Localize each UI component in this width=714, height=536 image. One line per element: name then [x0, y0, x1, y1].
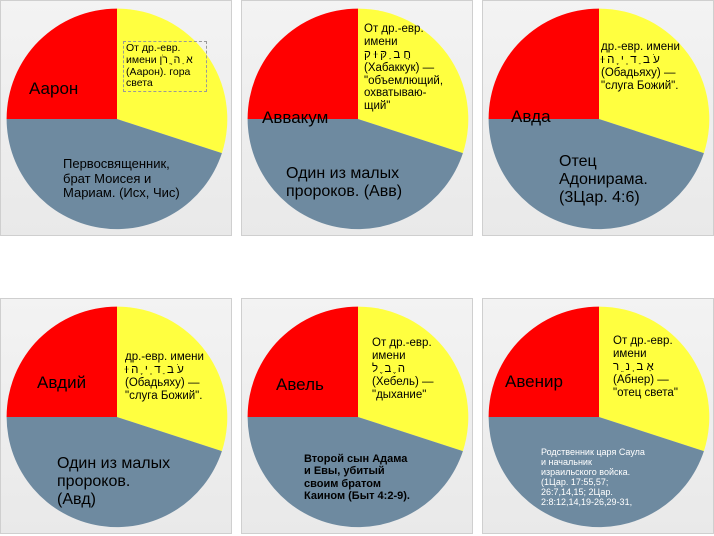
- pie-chart: [6, 8, 228, 230]
- description-text: Первосвященник, брат Моисея и Мариам. (И…: [63, 156, 180, 201]
- etymology-text: др.-евр. имени עֹ ב ַ ד ְ י ָ ה ּוּ (Оба…: [125, 351, 204, 402]
- description-text: Один из малых пророков. (Авд): [57, 455, 171, 508]
- etymology-text: От др.-евр. имени אַ ב ְ נ ֵ ר (Абнер) —…: [613, 335, 678, 399]
- etymology-text: От др.-евр. имени א ַ ה ֲ רֹן (Аарон). г…: [123, 41, 207, 92]
- panel-aaron: Аарон От др.-евр. имени א ַ ה ֲ רֹן (Аар…: [0, 0, 232, 236]
- description-text: Один из малых пророков. (Авв): [286, 165, 403, 200]
- pie-slice-name: [488, 8, 599, 120]
- pie-chart: [488, 306, 710, 528]
- description-text: Второй сын Адама и Евы, убитый своим бра…: [304, 453, 410, 502]
- pie-slice-description: [6, 119, 222, 230]
- person-name: Авдий: [37, 373, 87, 392]
- person-name: Аввакум: [262, 108, 329, 127]
- pie-slice-etymology: [358, 8, 469, 154]
- person-name: Авда: [511, 107, 551, 126]
- pie-slice-description: [247, 119, 463, 230]
- pie-slice-etymology: [599, 8, 710, 154]
- person-name: Авенир: [505, 372, 563, 391]
- pie-chart: [247, 306, 469, 528]
- pie-slice-description: [488, 417, 704, 528]
- etymology-text: От др.-евр. имени ה ֶ ב ֶ ל (Хебель) — "…: [372, 337, 434, 401]
- pie-slice-name: [247, 306, 358, 417]
- panel-avenir: Авенир От др.-евр. имени אַ ב ְ נ ֵ ר (А…: [482, 298, 714, 534]
- panel-avdiy: Авдий др.-евр. имени עֹ ב ַ ד ְ י ָ ה ּו…: [0, 298, 232, 534]
- pie-chart: [488, 8, 710, 230]
- pie-slice-description: [6, 417, 222, 528]
- pie-slice-description: [247, 417, 463, 528]
- person-name: Аарон: [29, 79, 79, 98]
- pie-slice-etymology: [117, 306, 228, 452]
- description-text: Родственник царя Саула и начальник израи…: [541, 447, 645, 508]
- panel-avel: Авель От др.-евр. имени ה ֶ ב ֶ ל (Хебел…: [241, 298, 473, 534]
- pie-chart: [6, 306, 228, 528]
- etymology-text: др.-евр. имени עֹ ב ַ ד ְ י ָ ה ּוּ (Оба…: [601, 41, 680, 92]
- description-text: Отец Адонирама. (3Цар. 4:6): [559, 153, 648, 206]
- etymology-text: От др.-евр. имени חֲ ב ַ קּ ּוּ ק (Хабак…: [364, 23, 444, 113]
- pie-chart: [247, 8, 469, 230]
- pie-slice-name: [6, 306, 118, 417]
- pie-slice-name: [247, 8, 358, 120]
- panel-avda: Авда др.-евр. имени עֹ ב ַ ד ְ י ָ ה ּוּ…: [482, 0, 714, 236]
- pie-slice-description: [488, 119, 704, 230]
- person-name: Авель: [276, 375, 324, 394]
- pie-slice-name: [6, 8, 118, 120]
- pie-slice-etymology: [599, 306, 710, 452]
- pie-slice-name: [488, 306, 599, 417]
- pie-slice-etymology: [358, 306, 469, 452]
- pie-slice-etymology: [117, 8, 228, 154]
- panel-avvakum: Аввакум От др.-евр. имени חֲ ב ַ קּ ּוּ …: [241, 0, 473, 236]
